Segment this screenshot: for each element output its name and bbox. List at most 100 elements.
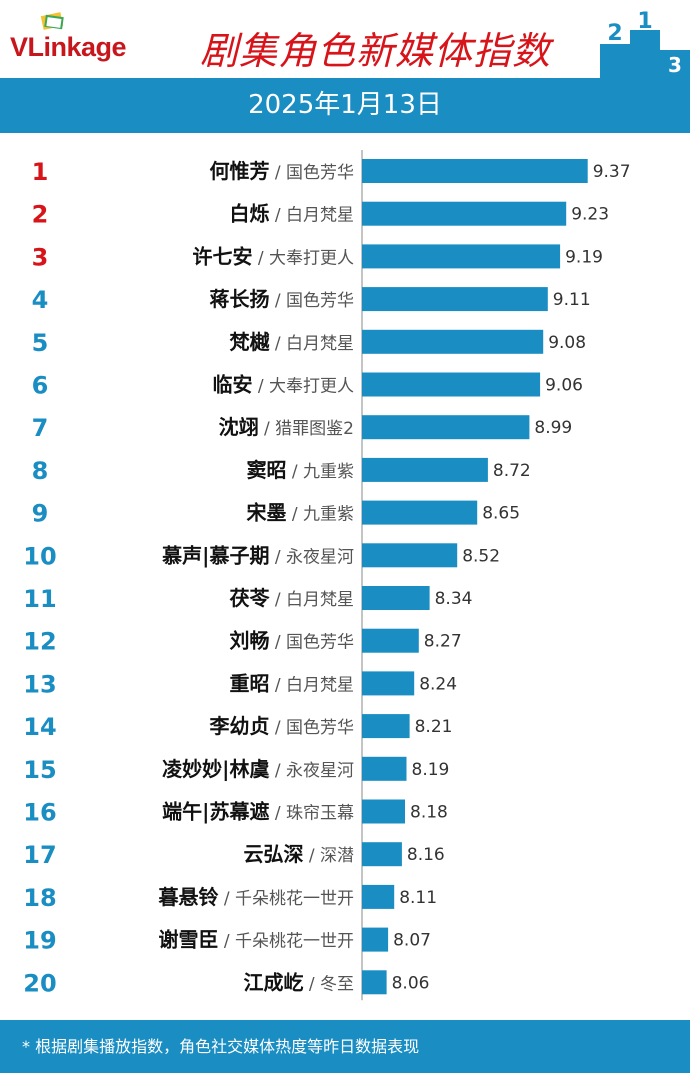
bar xyxy=(362,201,567,226)
show-name: / 国色芳华 xyxy=(269,718,354,738)
svg-text:2: 2 xyxy=(607,21,622,46)
character-label: 许七安 / 大奉打更人 xyxy=(192,244,354,268)
svg-text:3: 3 xyxy=(668,53,682,77)
value-label: 8.07 xyxy=(393,931,431,951)
character-label: 刘畅 / 国色芳华 xyxy=(229,629,354,653)
value-label: 8.34 xyxy=(435,589,473,609)
show-name: / 白月梵星 xyxy=(269,675,354,695)
bar xyxy=(362,884,395,909)
logo-text: VLinkage xyxy=(10,32,127,62)
show-name: / 千朵桃花一世开 xyxy=(218,932,354,952)
character-label: 蒋长扬 / 国色芳华 xyxy=(209,287,354,311)
character-label: 江成屹 / 冬至 xyxy=(243,970,354,994)
character-name: 临安 xyxy=(212,373,252,397)
show-name: / 冬至 xyxy=(303,974,354,994)
bar xyxy=(362,842,402,867)
bar xyxy=(362,543,458,568)
character-name: 茯苓 xyxy=(229,586,270,610)
character-name: 云弘深 xyxy=(243,842,303,866)
bar xyxy=(362,799,405,824)
chart-row: 10 慕声|慕子期 / 永夜星河 8.52 xyxy=(23,542,500,570)
character-name: 窦昭 xyxy=(246,458,286,482)
rank-label: 9 xyxy=(32,500,49,528)
value-label: 8.72 xyxy=(493,461,531,481)
character-label: 云弘深 / 深潜 xyxy=(243,842,354,866)
bar xyxy=(362,628,419,653)
chart-row: 12 刘畅 / 国色芳华 8.27 xyxy=(23,628,461,656)
chart-row: 17 云弘深 / 深潜 8.16 xyxy=(23,841,444,869)
footer-note: * 根据剧集播放指数，角色社交媒体热度等昨日数据表现 xyxy=(0,1020,690,1073)
bar xyxy=(362,970,387,995)
chart-row: 9 宋墨 / 九重紫 8.65 xyxy=(32,500,520,528)
value-label: 9.19 xyxy=(565,247,603,267)
character-name: 许七安 xyxy=(192,244,252,268)
rank-label: 4 xyxy=(32,286,49,314)
character-label: 何惟芳 / 国色芳华 xyxy=(209,159,354,183)
chart-row: 2 白烁 / 白月梵星 9.23 xyxy=(32,201,609,229)
character-name: 慕声|慕子期 xyxy=(162,543,269,567)
rank-label: 7 xyxy=(32,414,49,442)
brand-logo: VLinkage xyxy=(10,32,127,63)
bar xyxy=(362,927,389,952)
value-label: 8.06 xyxy=(392,973,430,993)
character-label: 白烁 / 白月梵星 xyxy=(229,202,354,226)
chart-row: 5 梵樾 / 白月梵星 9.08 xyxy=(32,329,586,357)
value-label: 8.52 xyxy=(462,546,500,566)
character-label: 慕声|慕子期 / 永夜星河 xyxy=(162,543,354,567)
header: VLinkage 剧集角色新媒体指数 2 1 3 xyxy=(0,0,690,78)
chart-row: 7 沈翊 / 猎罪图鉴2 8.99 xyxy=(32,414,573,442)
character-name: 凌妙妙|林虞 xyxy=(162,757,270,781)
chart-row: 1 何惟芳 / 国色芳华 9.37 xyxy=(32,158,631,186)
show-name: / 千朵桃花一世开 xyxy=(218,889,354,909)
show-name: / 九重紫 xyxy=(286,505,354,525)
podium-icon: 2 1 3 xyxy=(600,10,690,78)
bar xyxy=(362,671,415,696)
character-name: 刘畅 xyxy=(229,629,269,653)
character-label: 梵樾 / 白月梵星 xyxy=(229,330,354,354)
rank-label: 10 xyxy=(23,542,56,570)
character-name: 重昭 xyxy=(229,671,269,695)
logo-emblem-icon xyxy=(40,12,64,30)
date-banner: 2025年1月13日 xyxy=(0,78,690,133)
show-name: / 猎罪图鉴2 xyxy=(259,419,354,439)
show-name: / 永夜星河 xyxy=(269,761,354,781)
rank-label: 2 xyxy=(32,201,49,229)
character-label: 宋墨 / 九重紫 xyxy=(246,501,354,525)
chart-row: 19 谢雪臣 / 千朵桃花一世开 8.07 xyxy=(23,927,431,955)
character-name: 暮悬铃 xyxy=(157,885,218,909)
character-label: 端午|苏幕遮 / 珠帘玉幕 xyxy=(162,800,354,824)
rank-label: 6 xyxy=(32,372,49,400)
svg-text:1: 1 xyxy=(637,10,652,34)
character-name: 何惟芳 xyxy=(209,159,269,183)
show-name: / 深潜 xyxy=(303,846,354,866)
show-name: / 国色芳华 xyxy=(269,291,354,311)
rank-label: 13 xyxy=(23,670,56,698)
value-label: 9.37 xyxy=(593,162,631,182)
rank-label: 20 xyxy=(23,969,56,997)
value-label: 9.11 xyxy=(553,290,591,310)
show-name: / 国色芳华 xyxy=(269,163,354,183)
value-label: 9.23 xyxy=(571,205,609,225)
bar xyxy=(362,244,561,269)
page-title: 剧集角色新媒体指数 xyxy=(200,29,552,73)
bar xyxy=(362,159,588,183)
value-label: 8.24 xyxy=(419,674,457,694)
chart-row: 11 茯苓 / 白月梵星 8.34 xyxy=(23,585,472,613)
character-name: 端午|苏幕遮 xyxy=(162,800,269,824)
character-label: 临安 / 大奉打更人 xyxy=(212,373,354,397)
rank-label: 19 xyxy=(23,927,56,955)
character-name: 李幼贞 xyxy=(208,714,269,738)
bar xyxy=(362,500,478,525)
rank-label: 17 xyxy=(23,841,56,869)
value-label: 8.21 xyxy=(415,717,453,737)
rank-label: 8 xyxy=(32,457,49,485)
chart-row: 16 端午|苏幕遮 / 珠帘玉幕 8.18 xyxy=(23,799,448,827)
chart-row: 3 许七安 / 大奉打更人 9.19 xyxy=(32,243,603,271)
show-name: / 白月梵星 xyxy=(269,206,354,226)
character-label: 暮悬铃 / 千朵桃花一世开 xyxy=(157,885,354,909)
value-label: 9.08 xyxy=(548,333,586,353)
chart-row: 6 临安 / 大奉打更人 9.06 xyxy=(32,372,583,400)
value-label: 8.18 xyxy=(410,803,448,823)
chart-row: 13 重昭 / 白月梵星 8.24 xyxy=(23,670,457,698)
rank-label: 16 xyxy=(23,799,56,827)
